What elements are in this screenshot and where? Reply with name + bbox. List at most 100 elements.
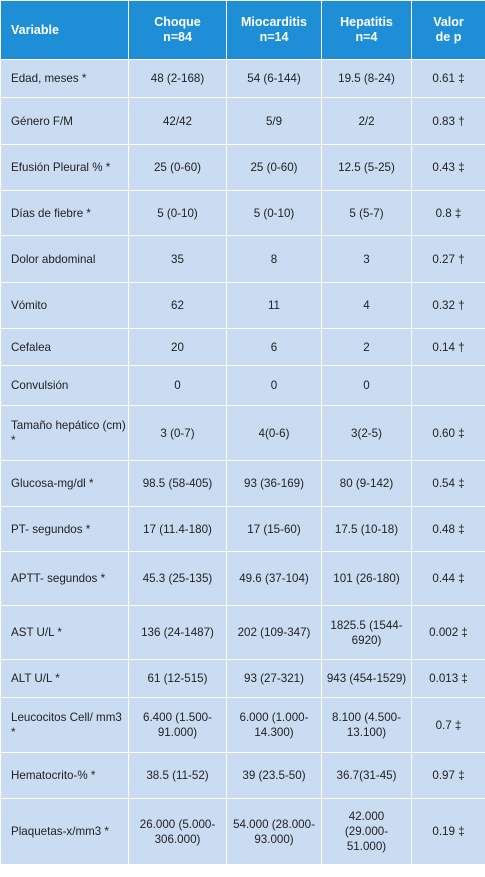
hepatitis-cell: 943 (454-1529) [321,659,412,698]
choque-cell: 0 [128,365,227,406]
header-hepatitis: Hepatitis n=4 [321,0,412,60]
miocarditis-cell: 17 (15-60) [226,506,322,552]
hepatitis-cell: 42.000 (29.000-51.000) [321,798,412,865]
header-line: n=14 [259,30,289,44]
miocarditis-cell: 0 [226,365,322,406]
choque-cell: 26.000 (5.000-306.000) [128,798,227,865]
variable-cell: Edad, meses * [0,59,129,98]
p-value-cell: 0.27 † [411,235,485,283]
miocarditis-cell: 25 (0-60) [226,144,322,191]
table-row: Dolor abdominal 35 8 3 0.27 † [0,235,485,283]
p-value-cell: 0.43 ‡ [411,144,485,191]
p-value-cell: 0.013 ‡ [411,659,485,698]
table-row: AST U/L * 136 (24-1487) 202 (109-347) 1825.… [0,605,485,660]
table-row: ALT U/L * 61 (12-515) 93 (27-321) 943 (454-… [0,659,485,698]
choque-cell: 45.3 (25-135) [128,551,227,606]
p-value-cell: 0.97 ‡ [411,752,485,799]
p-value-cell: 0.48 ‡ [411,506,485,552]
hepatitis-cell: 4 [321,282,412,329]
header-line: Valor [433,15,464,29]
p-value-cell: 0.8 ‡ [411,190,485,236]
variable-cell: APTT- segundos * [0,551,129,606]
variable-cell: AST U/L * [0,605,129,660]
hepatitis-cell: 17.5 (10-18) [321,506,412,552]
miocarditis-cell: 54 (6-144) [226,59,322,98]
header-variable: Variable [0,0,129,60]
table-row: Convulsión 0 0 0 [0,365,485,406]
miocarditis-cell: 49.6 (37-104) [226,551,322,606]
header-line: Variable [11,22,59,37]
table-row: Tamaño hepático (cm) * 3 (0-7) 4(0-6) 3(2-5… [0,405,485,461]
variable-cell: Tamaño hepático (cm) * [0,405,129,461]
table-row: Efusión Pleural % * 25 (0-60) 25 (0-60) 12.… [0,144,485,191]
miocarditis-cell: 202 (109-347) [226,605,322,660]
choque-cell: 5 (0-10) [128,190,227,236]
choque-cell: 3 (0-7) [128,405,227,461]
variable-cell: Efusión Pleural % * [0,144,129,191]
hepatitis-cell: 12.5 (5-25) [321,144,412,191]
miocarditis-cell: 5/9 [226,97,322,145]
hepatitis-cell: 8.100 (4.500-13.100) [321,697,412,753]
hepatitis-cell: 5 (5-7) [321,190,412,236]
miocarditis-cell: 4(0-6) [226,405,322,461]
p-value-cell: 0.61 ‡ [411,59,485,98]
choque-cell: 48 (2-168) [128,59,227,98]
choque-cell: 42/42 [128,97,227,145]
hepatitis-cell: 0 [321,365,412,406]
choque-cell: 62 [128,282,227,329]
hepatitis-cell: 2/2 [321,97,412,145]
miocarditis-cell: 39 (23.5-50) [226,752,322,799]
hepatitis-cell: 3 [321,235,412,283]
p-value-cell [411,365,485,406]
table-row: Plaquetas-x/mm3 * 26.000 (5.000-306.000) 5… [0,798,485,865]
hepatitis-cell: 1825.5 (1544-6920) [321,605,412,660]
choque-cell: 35 [128,235,227,283]
choque-cell: 17 (11.4-180) [128,506,227,552]
table-row: Hematocrito-% * 38.5 (11-52) 39 (23.5-50) 3… [0,752,485,799]
miocarditis-cell: 93 (36-169) [226,460,322,507]
miocarditis-cell: 54.000 (28.000-93.000) [226,798,322,865]
p-value-cell: 0.54 ‡ [411,460,485,507]
p-value-cell: 0.32 † [411,282,485,329]
hepatitis-cell: 101 (26-180) [321,551,412,606]
table-row: APTT- segundos * 45.3 (25-135) 49.6 (37-10… [0,551,485,606]
variable-cell: Plaquetas-x/mm3 * [0,798,129,865]
p-value-cell: 0.002 ‡ [411,605,485,660]
choque-cell: 61 (12-515) [128,659,227,698]
header-line: de p [435,30,462,44]
header-line: Hepatitis [340,15,393,29]
miocarditis-cell: 6 [226,328,322,366]
table-body: Edad, meses * 48 (2-168) 54 (6-144) 19.5 (8… [0,59,485,865]
miocarditis-cell: 6.000 (1.000-14.300) [226,697,322,753]
miocarditis-cell: 8 [226,235,322,283]
miocarditis-cell: 5 (0-10) [226,190,322,236]
table-row: Cefalea 20 6 2 0.14 † [0,328,485,366]
choque-cell: 38.5 (11-52) [128,752,227,799]
table-row: Género F/M 42/42 5/9 2/2 0.83 † [0,97,485,145]
variable-cell: Dolor abdominal [0,235,129,283]
choque-cell: 25 (0-60) [128,144,227,191]
variable-cell: Cefalea [0,328,129,366]
hepatitis-cell: 36.7(31-45) [321,752,412,799]
table-row: PT- segundos * 17 (11.4-180) 17 (15-60) 17.… [0,506,485,552]
header-line: n=84 [163,30,192,44]
choque-cell: 98.5 (58-405) [128,460,227,507]
choque-cell: 20 [128,328,227,366]
header-line: Miocarditis [241,15,307,29]
p-value-cell: 0.7 ‡ [411,697,485,753]
choque-cell: 136 (24-1487) [128,605,227,660]
table-header: Variable Choque n=84 Miocarditis n=14 Hepatit… [0,0,485,60]
hepatitis-cell: 3(2-5) [321,405,412,461]
table-row: Días de fiebre * 5 (0-10) 5 (0-10) 5 (5-7) 0… [0,190,485,236]
variable-cell: Leucocitos Cell/ mm3 * [0,697,129,753]
header-choque: Choque n=84 [128,0,227,60]
p-value-cell: 0.83 † [411,97,485,145]
choque-cell: 6.400 (1.500-91.000) [128,697,227,753]
miocarditis-cell: 93 (27-321) [226,659,322,698]
header-line: n=4 [355,30,378,44]
p-value-cell: 0.60 ‡ [411,405,485,461]
table-row: Edad, meses * 48 (2-168) 54 (6-144) 19.5 (8… [0,59,485,98]
p-value-cell: 0.19 ‡ [411,798,485,865]
